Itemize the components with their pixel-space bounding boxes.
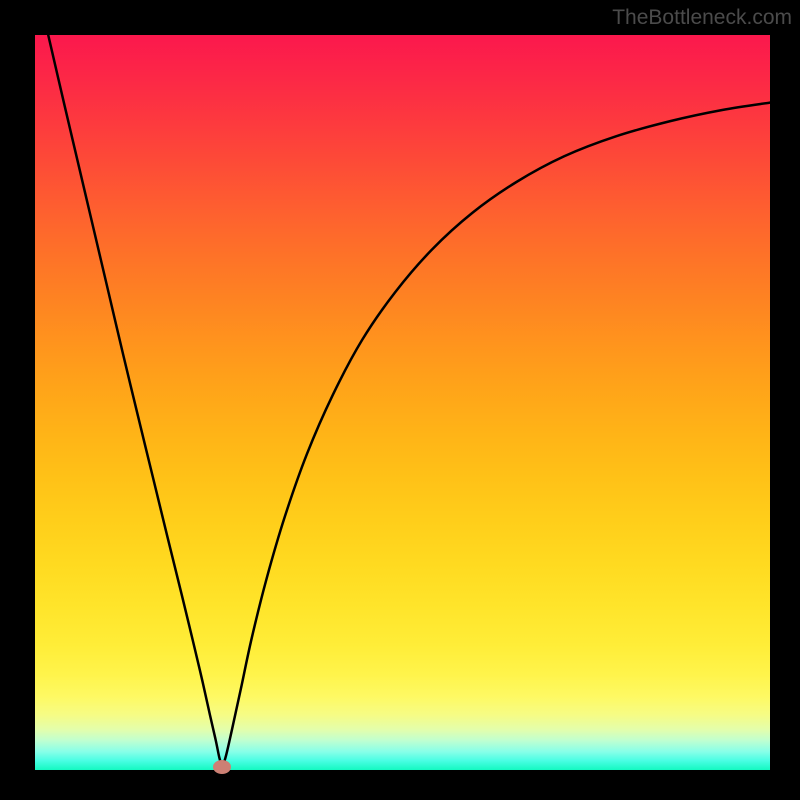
chart-frame: TheBottleneck.com	[0, 0, 800, 800]
bottleneck-curve	[35, 35, 770, 770]
minimum-marker	[213, 760, 231, 774]
plot-area	[35, 35, 770, 770]
watermark-text: TheBottleneck.com	[612, 6, 792, 30]
